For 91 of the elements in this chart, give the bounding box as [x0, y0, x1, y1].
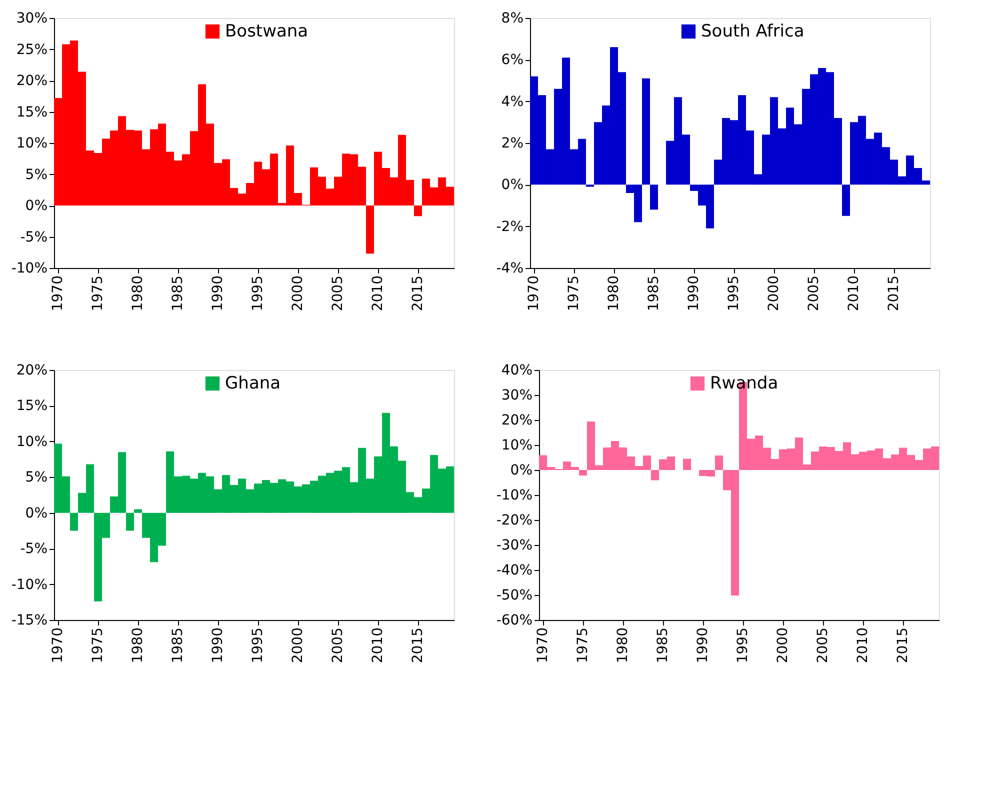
x-tick-label: 1970 [526, 276, 542, 312]
x-tick-label: 1990 [686, 276, 702, 312]
x-tick-label: 2000 [775, 628, 791, 664]
x-tick-label: 2000 [290, 276, 306, 312]
x-tick-label: 2010 [370, 628, 386, 664]
legend-label: Ghana [225, 374, 281, 394]
y-tick-label: 20% [16, 362, 48, 378]
y-tick-label: -20% [496, 512, 532, 528]
x-tick-label: 1980 [130, 276, 146, 312]
x-tick-label: 1975 [90, 628, 106, 664]
y-tick-label: 0% [25, 198, 48, 214]
legend-label: South Africa [701, 22, 804, 42]
bar [642, 78, 650, 185]
x-tick-label: 2005 [330, 276, 346, 312]
y-tick-label: 20% [16, 73, 48, 89]
y-tick-label: -5% [20, 541, 48, 558]
y-tick-label: 8% [501, 10, 524, 26]
bar [366, 206, 374, 254]
x-tick-label: 1995 [735, 628, 751, 664]
x-tick-label: 1995 [250, 628, 266, 664]
bar [126, 512, 134, 531]
y-tick-label: 20% [501, 412, 532, 428]
x-tick-label: 1970 [50, 628, 66, 664]
bar [842, 184, 850, 216]
y-tick-label: -50% [496, 588, 532, 604]
x-tick-label: 2010 [846, 276, 862, 312]
x-tick-label: 1990 [695, 628, 711, 664]
y-tick-label: -5% [20, 229, 48, 246]
y-tick-label: 10% [16, 434, 48, 450]
bar [650, 184, 658, 210]
bar [683, 458, 691, 470]
y-tick-label: 30% [501, 388, 532, 404]
y-tick-label: -4% [496, 260, 524, 276]
y-tick-label: 0% [510, 462, 532, 478]
x-tick-label: 2015 [886, 276, 902, 312]
y-tick-label: -30% [496, 538, 532, 554]
x-tick-label: 2015 [410, 276, 426, 312]
legend-label: Bostwana [225, 22, 308, 42]
y-tick-label: 0% [501, 177, 524, 194]
x-tick-label: 1995 [726, 276, 742, 312]
x-tick-label: 1990 [210, 276, 226, 312]
y-tick-label: 25% [16, 42, 48, 58]
x-tick-label: 2005 [806, 276, 822, 312]
y-tick-label: 5% [25, 166, 48, 183]
y-tick-label: 2% [501, 136, 524, 152]
x-tick-label: 1985 [170, 628, 186, 664]
y-tick-label: -15% [11, 612, 48, 628]
x-tick-label: 2015 [410, 628, 426, 664]
x-tick-label: 1975 [90, 276, 106, 312]
x-tick-label: 1985 [646, 276, 662, 312]
y-tick-label: 6% [501, 52, 524, 68]
y-tick-label: 5% [25, 470, 48, 486]
bar [651, 470, 659, 480]
x-tick-label: 1975 [566, 276, 582, 312]
x-tick-label: 1985 [655, 628, 671, 664]
x-tick-label: 2005 [330, 628, 346, 664]
y-tick-label: 4% [501, 94, 524, 110]
x-tick-label: 2015 [895, 628, 911, 664]
y-tick-label: 15% [16, 398, 48, 414]
y-tick-label: -2% [496, 218, 524, 235]
legend-label: Rwanda [710, 374, 778, 394]
x-tick-label: 1970 [535, 628, 551, 664]
x-tick-label: 1980 [615, 628, 631, 664]
x-tick-label: 2010 [370, 276, 386, 312]
y-tick-label: -10% [11, 260, 48, 276]
x-tick-label: 2010 [855, 628, 871, 664]
x-tick-label: 2000 [766, 276, 782, 312]
bar [579, 470, 587, 476]
y-tick-label: 0% [25, 505, 48, 522]
y-tick-label: 15% [16, 104, 48, 120]
x-tick-label: 1980 [606, 276, 622, 312]
y-tick-label: -10% [11, 576, 48, 593]
bar [715, 456, 723, 470]
bar [414, 206, 422, 216]
x-tick-label: 2005 [815, 628, 831, 664]
x-tick-label: 1980 [130, 628, 146, 664]
x-tick-label: 1970 [50, 276, 66, 312]
y-tick-label: -10% [496, 488, 532, 504]
bar [70, 512, 78, 531]
y-tick-label: -60% [496, 612, 532, 628]
x-tick-label: 1975 [575, 628, 591, 664]
y-tick-label: 30% [16, 10, 48, 26]
y-tick-label: 10% [501, 438, 532, 454]
bar [134, 509, 142, 513]
y-tick-label: 40% [501, 362, 532, 378]
x-tick-label: 2000 [290, 628, 306, 664]
y-tick-label: 10% [16, 136, 48, 152]
x-tick-label: 1990 [210, 628, 226, 664]
x-tick-label: 1995 [250, 276, 266, 312]
y-tick-label: -40% [496, 562, 532, 578]
x-tick-label: 1985 [170, 276, 186, 312]
